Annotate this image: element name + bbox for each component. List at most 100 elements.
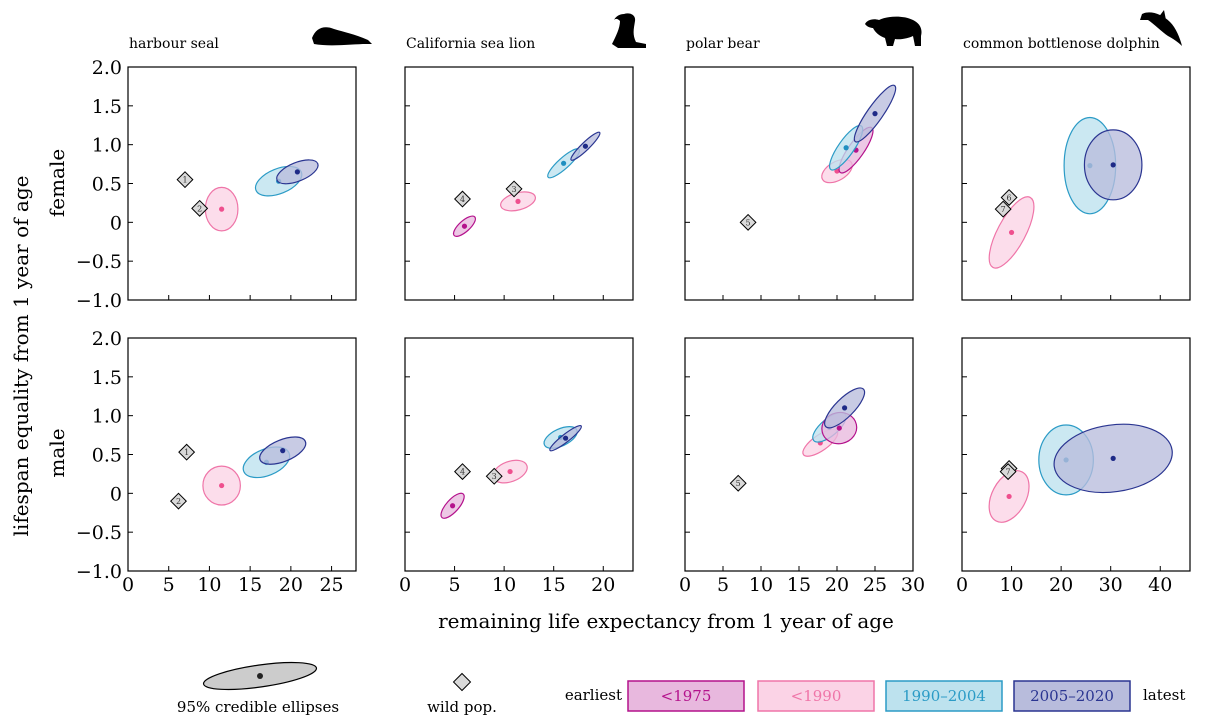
wild-pop-marker bbox=[176, 171, 194, 189]
panel-male-0: 122.01.51.00.50−0.5−1.00 5 10 15 20 25 bbox=[76, 328, 357, 596]
ellipse-center-point bbox=[1008, 229, 1015, 236]
sea-lion-icon bbox=[612, 13, 646, 48]
wild-pop-label: 4 bbox=[460, 195, 465, 204]
ellipse-center-point bbox=[219, 482, 225, 489]
wild-pop-label: 3 bbox=[492, 472, 497, 481]
row-label-male: male bbox=[45, 428, 69, 477]
y-tick-label: 1.5 bbox=[92, 96, 122, 118]
panel-female-2: 5 polar bear bbox=[684, 36, 914, 301]
wild-pop-marker bbox=[191, 199, 209, 217]
x-tick-label: 30 bbox=[1099, 574, 1123, 596]
legend-wild-label: wild pop. bbox=[427, 698, 497, 716]
wild-pop-marker bbox=[999, 463, 1017, 481]
y-tick-label: 1.0 bbox=[92, 406, 122, 428]
wild-pop-marker bbox=[178, 443, 196, 461]
y-tick-label: 1.0 bbox=[92, 135, 122, 157]
x-tick-label: 15 bbox=[542, 574, 566, 596]
legend-period-3: 2005–2020 bbox=[1013, 680, 1131, 712]
plot-area: 43 bbox=[440, 425, 582, 519]
ellipse-center-point bbox=[1006, 493, 1012, 500]
ellipse-center-point bbox=[1110, 455, 1116, 461]
ellipse-center-point bbox=[836, 425, 842, 431]
x-tick-label: 10 bbox=[999, 574, 1023, 596]
plot-area: 67 bbox=[988, 116, 1143, 269]
panel-frame bbox=[404, 337, 634, 572]
ellipse-center-point bbox=[461, 223, 468, 229]
legend: 95% credible ellipses wild pop. earliest… bbox=[177, 661, 1185, 716]
ellipse-center-point bbox=[219, 206, 225, 212]
panel-title: California sea lion bbox=[406, 36, 535, 52]
panel-male-1: 430 5 10 15 20 bbox=[399, 337, 634, 596]
legend-period-swatch bbox=[885, 680, 1003, 712]
legend-period-label: <1975 bbox=[661, 687, 712, 705]
y-tick-label: 0.5 bbox=[92, 174, 122, 196]
x-axis-label: remaining life expectancy from 1 year of… bbox=[438, 609, 894, 633]
x-tick-label: 5 bbox=[717, 574, 729, 596]
polar-bear-icon bbox=[865, 16, 922, 46]
legend-earliest-label: earliest bbox=[565, 686, 622, 704]
ellipse-center-point bbox=[842, 405, 848, 411]
x-tick-label: 20 bbox=[825, 574, 849, 596]
wild-pop-label: 2 bbox=[197, 204, 202, 213]
wild-pop-label: 5 bbox=[736, 479, 741, 488]
panel-title: polar bear bbox=[686, 36, 760, 52]
plot-area: 43 bbox=[452, 131, 601, 237]
x-tick-label: 0 bbox=[399, 574, 411, 596]
x-tick-label: 20 bbox=[1049, 574, 1073, 596]
plot-area: 12 bbox=[176, 159, 319, 232]
legend-ellipse-dot bbox=[257, 673, 263, 679]
legend-period-label: 1990–2004 bbox=[902, 687, 986, 705]
panel-title: harbour seal bbox=[129, 36, 219, 52]
plot-area: 12 bbox=[170, 436, 307, 510]
legend-period-0: <1975 bbox=[627, 680, 745, 712]
wild-pop-marker bbox=[1000, 188, 1018, 206]
x-tick-label: 15 bbox=[238, 574, 262, 596]
wild-pop-marker bbox=[739, 213, 757, 231]
panel-male-3: 67 0 10 20 30 40 bbox=[956, 337, 1191, 596]
plot-area: 67 bbox=[988, 423, 1173, 523]
x-tick-label: 5 bbox=[449, 574, 461, 596]
x-tick-label: 30 bbox=[901, 574, 925, 596]
legend-latest-label: latest bbox=[1143, 686, 1185, 704]
wild-pop-label: 2 bbox=[176, 497, 181, 506]
wild-pop-label: 7 bbox=[1001, 205, 1006, 214]
wild-pop-marker bbox=[994, 200, 1012, 218]
legend-period-1: <1990 bbox=[757, 680, 875, 712]
x-tick-label: 25 bbox=[863, 574, 887, 596]
ellipse-center-point bbox=[562, 435, 569, 441]
legend-period-2: 1990–2004 bbox=[885, 680, 1003, 712]
wild-pop-marker bbox=[454, 190, 471, 208]
panel-frame bbox=[127, 337, 357, 572]
y-tick-label: 0 bbox=[110, 483, 122, 505]
legend-period-boxes: <1975 <1990 1990–2004 2005–2020 bbox=[627, 680, 1131, 712]
y-tick-label: 2.0 bbox=[92, 328, 122, 350]
ellipse-center-point bbox=[280, 448, 286, 454]
panel-title: common bottlenose dolphin bbox=[963, 36, 1160, 52]
y-tick-label: 1.5 bbox=[92, 367, 122, 389]
y-tick-label: −1.0 bbox=[76, 290, 122, 312]
wild-pop-label: 1 bbox=[182, 176, 187, 185]
legend-period-swatch bbox=[757, 680, 875, 712]
wild-pop-label: 3 bbox=[511, 185, 516, 194]
legend-period-swatch bbox=[1013, 680, 1131, 712]
panel-male-2: 5 0 5 10 15 20 25 30 bbox=[679, 337, 925, 596]
x-tick-label: 10 bbox=[749, 574, 773, 596]
legend-period-label: <1990 bbox=[791, 687, 842, 705]
wild-pop-marker bbox=[170, 492, 187, 510]
row-label-female: female bbox=[45, 149, 69, 217]
x-tick-label: 20 bbox=[591, 574, 615, 596]
legend-ellipse-label: 95% credible ellipses bbox=[177, 698, 339, 716]
y-tick-label: −0.5 bbox=[76, 522, 122, 544]
panel-frame bbox=[684, 337, 914, 572]
x-tick-label: 25 bbox=[319, 574, 343, 596]
wild-pop-marker bbox=[485, 467, 503, 485]
x-tick-label: 40 bbox=[1148, 574, 1172, 596]
wild-pop-label: 4 bbox=[460, 468, 465, 477]
wild-pop-label: 1 bbox=[184, 448, 189, 457]
panel-frame bbox=[404, 66, 634, 301]
legend-wild-marker bbox=[452, 672, 472, 692]
x-tick-label: 15 bbox=[787, 574, 811, 596]
dolphin-icon bbox=[1140, 10, 1182, 46]
